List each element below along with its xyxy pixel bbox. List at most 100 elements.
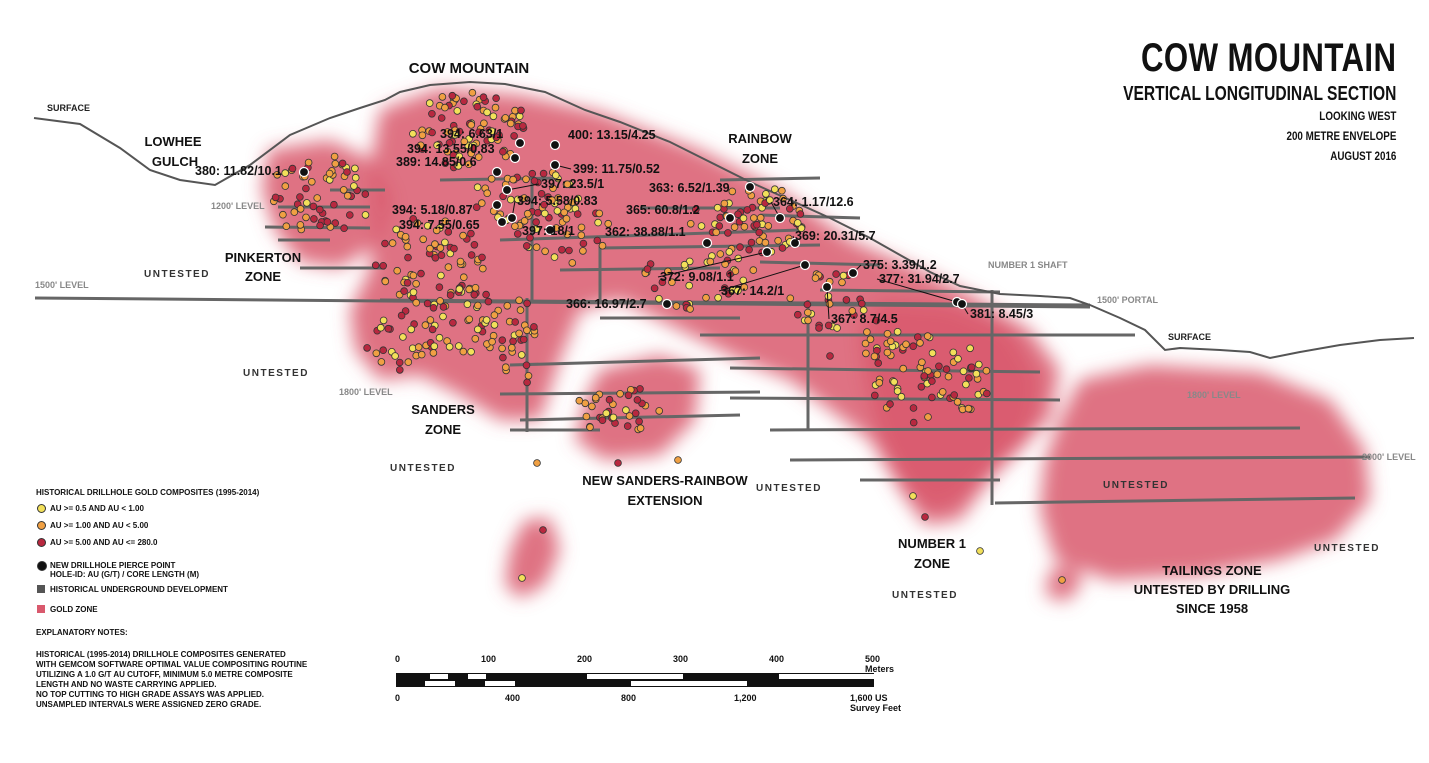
composite-dot — [479, 93, 488, 101]
composite-dot — [636, 424, 645, 433]
composite-dot — [516, 306, 525, 314]
pierce-point-label: 394: 5.58/0.83 — [517, 194, 598, 208]
title-block: COW MOUNTAIN VERTICAL LONGITUDINAL SECTI… — [1046, 36, 1396, 166]
drift-line — [439, 176, 561, 182]
pierce-point-label: 389: 14.85/0.6 — [396, 155, 477, 169]
composite-dot — [472, 203, 481, 212]
composite-dot — [381, 239, 389, 248]
composite-dot — [624, 391, 633, 400]
composite-dot — [524, 371, 533, 380]
composite-dot — [917, 382, 926, 391]
composite-dot — [861, 339, 870, 348]
composite-dot — [426, 316, 435, 324]
composite-dot — [520, 217, 529, 225]
composite-dot — [416, 141, 425, 150]
composite-dot — [290, 208, 299, 216]
composite-dot — [281, 182, 290, 190]
composite-dot — [441, 238, 449, 247]
scale-feet-tick: 0 — [395, 693, 401, 703]
composite-dot — [848, 307, 857, 315]
surface-left-label: SURFACE — [47, 103, 90, 113]
composite-dot — [575, 396, 584, 405]
level-labels: SURFACE SURFACE 1200' LEVEL 1500' LEVEL … — [35, 103, 1416, 462]
composite-dot — [435, 333, 444, 342]
composite-dot — [762, 190, 770, 198]
composite-dot — [541, 247, 549, 256]
composite-dot — [478, 253, 486, 262]
composite-dot — [478, 264, 487, 273]
composite-dot — [811, 274, 820, 282]
composite-dot — [532, 225, 540, 233]
composite-dot — [409, 288, 418, 297]
composite-dot — [281, 169, 290, 177]
composite-dot — [863, 328, 871, 336]
composite-dot — [824, 292, 833, 301]
composite-dot — [558, 246, 566, 254]
notes-line: UNSAMPLED INTERVALS WERE ASSIGNED ZERO G… — [36, 700, 262, 709]
pierce-point-label: 381: 8.45/3 — [970, 307, 1033, 321]
leader-line — [876, 278, 958, 303]
composite-dot — [796, 210, 805, 218]
composite-dot — [407, 325, 416, 334]
composite-dot — [377, 358, 386, 366]
composite-dot — [449, 318, 457, 327]
composite-dot — [832, 270, 840, 278]
pierce-point-marker — [774, 212, 786, 224]
pierce-points — [298, 137, 968, 310]
pierce-point-label: 397: 23.5/1 — [541, 177, 604, 191]
composite-dot — [674, 456, 682, 464]
composite-dot — [315, 205, 324, 214]
pierce-point-marker — [491, 166, 503, 178]
composite-dot — [437, 251, 446, 260]
drift-line — [499, 228, 801, 242]
composite-dot — [430, 342, 439, 351]
composite-dot — [454, 162, 463, 170]
composite-dot — [444, 228, 453, 236]
composite-dot — [728, 187, 737, 196]
composite-dot — [340, 224, 348, 233]
tailings-label-2: UNTESTED BY DRILLING — [1134, 582, 1291, 597]
composite-dot — [501, 363, 510, 372]
drillhole-composites — [269, 88, 1066, 584]
composite-dot — [446, 291, 455, 299]
composite-dot — [797, 224, 806, 233]
composite-dot — [296, 221, 305, 229]
leader-line — [506, 183, 540, 191]
composite-dot — [518, 574, 526, 582]
composite-dot — [933, 370, 942, 379]
pierce-point-label: 394: 7.55/0.65 — [399, 218, 480, 232]
composite-dot — [433, 141, 441, 150]
composite-dot — [966, 344, 974, 353]
composite-dot — [313, 194, 322, 202]
composite-dot — [755, 228, 763, 237]
composite-dot — [549, 184, 557, 193]
composite-dot — [579, 247, 587, 255]
legend-gold-zone-label: GOLD ZONE — [50, 605, 98, 614]
composite-dot — [282, 222, 291, 231]
composite-dot — [815, 324, 823, 332]
composite-dot — [302, 184, 310, 193]
notes-line: NO TOP CUTTING TO HIGH GRADE ASSAYS WAS … — [36, 690, 265, 699]
composite-dot — [594, 218, 602, 227]
tailings-label-1: TAILINGS ZONE — [1162, 563, 1262, 578]
composite-dot — [712, 228, 720, 237]
composite-dot — [655, 294, 663, 303]
composite-dot — [404, 253, 412, 262]
legend-item-development: HISTORICAL UNDERGROUND DEVELOPMENT — [36, 585, 336, 595]
composite-dot — [551, 171, 560, 180]
composite-dot — [522, 242, 531, 250]
composite-dot — [395, 358, 404, 367]
composite-dot — [482, 316, 491, 324]
pinkerton-label-2: ZONE — [245, 269, 281, 284]
composite-dot — [803, 308, 812, 317]
composite-dot — [509, 175, 517, 184]
composite-dot — [586, 423, 594, 432]
composite-dot — [875, 378, 884, 387]
drift-line — [759, 260, 881, 267]
composite-dot — [465, 160, 473, 169]
composite-dot — [475, 128, 483, 137]
composite-dot — [339, 186, 348, 194]
composite-dot — [582, 412, 591, 421]
composite-dot — [658, 278, 667, 287]
